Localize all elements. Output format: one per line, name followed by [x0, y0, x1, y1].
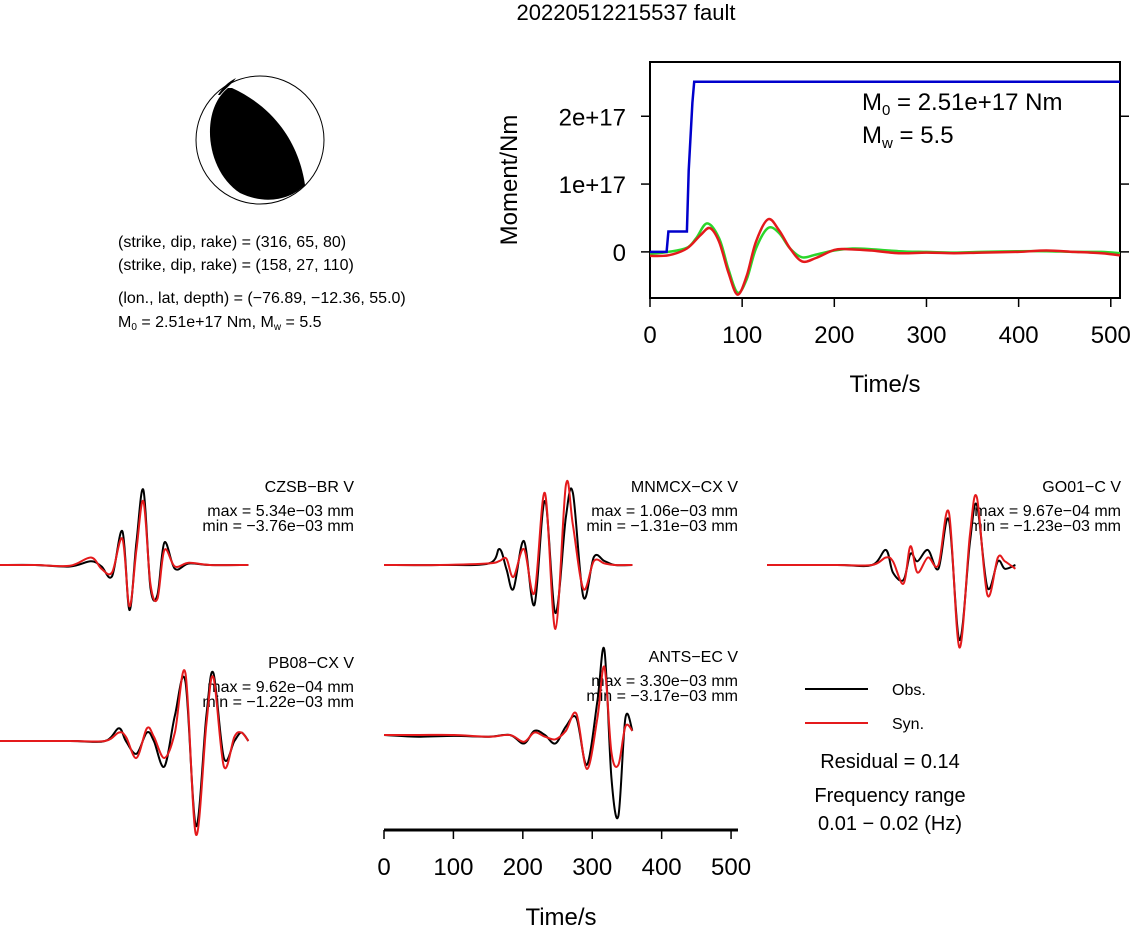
synthetic-trace [383, 480, 633, 631]
station-name: CZSB−BR V [265, 479, 355, 496]
frequency-label: Frequency range [814, 785, 965, 807]
moment-ytick-label: 0 [613, 240, 626, 267]
beachball-icon [195, 75, 325, 205]
moment-ylabel: Moment/Nm [496, 115, 523, 246]
waveform-xtick-label: 500 [711, 854, 751, 881]
waveform-xtick-label: 400 [642, 854, 682, 881]
moment-ytick-label: 2e+17 [559, 104, 626, 131]
moment-rate-chart: 0 100 200 300 400 500 0 1e+17 2e+17 M0 = 2.51e+1… [496, 61, 1131, 398]
station-min: min = −1.22e−03 mm [202, 694, 354, 711]
mechanism-line3: (lon., lat, depth) = (−76.89, −12.36, 55… [118, 290, 406, 307]
waveform-xtick-label: 100 [433, 854, 473, 881]
synthetic-trace [0, 669, 250, 836]
legend-obs-label: Obs. [892, 682, 926, 699]
legend: Obs. Syn. Residual = 0.14 Frequency rang… [805, 682, 966, 835]
station-name: ANTS−EC V [649, 649, 739, 666]
station-max: max = 3.30e−03 mm [591, 673, 738, 690]
observed-trace [766, 502, 1016, 642]
moment-series-line [649, 222, 1121, 295]
moment-series-line [650, 80, 1120, 254]
waveform-xtick-label: 0 [377, 854, 390, 881]
moment-xtick-label: 200 [814, 322, 854, 349]
station-min: min = −1.31e−03 mm [586, 518, 738, 535]
frequency-value: 0.01 − 0.02 (Hz) [818, 813, 962, 835]
station-name: PB08−CX V [268, 655, 354, 672]
station-max: max = 9.67e−04 mm [974, 503, 1121, 520]
moment-xlabel: Time/s [849, 371, 920, 398]
station-min: min = −3.17e−03 mm [586, 688, 738, 705]
moment-plot-frame [649, 61, 1121, 299]
moment-series-line [649, 217, 1121, 296]
synthetic-trace [384, 665, 634, 771]
synthetic-trace [766, 494, 1016, 649]
station-name: GO01−C V [1042, 479, 1121, 496]
moment-xtick-label: 300 [906, 322, 946, 349]
figure-title: 20220512215537 fault [517, 0, 736, 25]
mechanism-line1: (strike, dip, rake) = (316, 65, 80) [118, 234, 346, 251]
waveform-xtick-label: 300 [572, 854, 612, 881]
waveform-xtick-label: 200 [503, 854, 543, 881]
moment-ytick-label: 1e+17 [559, 172, 626, 199]
synthetic-trace [0, 500, 249, 608]
mechanism-line4: M0 = 2.51e+17 Nm, Mw = 5.5 [118, 314, 322, 333]
moment-xtick-label: 400 [999, 322, 1039, 349]
observed-trace [0, 670, 250, 828]
mechanism-info: (strike, dip, rake) = (316, 65, 80) (str… [118, 234, 406, 333]
waveform-time-axis: Time/s 0 100 200 300 400 500 [377, 828, 751, 927]
moment-xtick-label: 500 [1091, 322, 1131, 349]
station-min: min = −1.23e−03 mm [969, 518, 1121, 535]
station-name: MNMCX−CX V [631, 479, 738, 496]
legend-syn-label: Syn. [892, 716, 924, 733]
waveform-xlabel: Time/s [525, 904, 596, 927]
moment-xtick-label: 0 [643, 322, 656, 349]
station-max: max = 9.62e−04 mm [207, 679, 354, 696]
mw-annotation: Mw = 5.5 [862, 122, 954, 152]
m0-annotation: M0 = 2.51e+17 Nm [862, 89, 1062, 119]
moment-xtick-label: 100 [722, 322, 762, 349]
station-max: max = 1.06e−03 mm [591, 503, 738, 520]
residual-text: Residual = 0.14 [820, 751, 960, 773]
station-min: min = −3.76e−03 mm [202, 518, 354, 535]
mechanism-line2: (strike, dip, rake) = (158, 27, 110) [118, 257, 354, 274]
station-max: max = 5.34e−03 mm [207, 503, 354, 520]
